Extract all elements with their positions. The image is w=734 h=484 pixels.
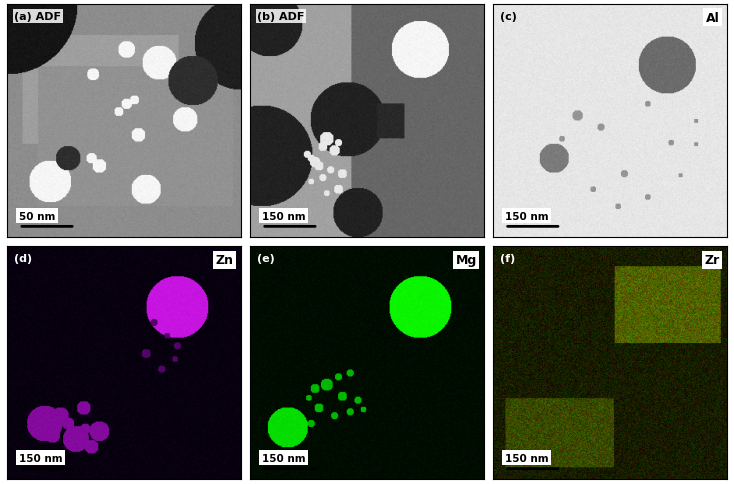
Text: 150 nm: 150 nm: [505, 453, 548, 463]
Text: (a) ADF: (a) ADF: [15, 12, 62, 22]
Text: 50 nm: 50 nm: [19, 211, 55, 221]
Text: (c): (c): [500, 12, 517, 22]
Text: Zn: Zn: [216, 254, 234, 267]
Text: (e): (e): [257, 254, 275, 264]
Text: Mg: Mg: [456, 254, 477, 267]
Text: Al: Al: [706, 12, 719, 25]
Text: 150 nm: 150 nm: [505, 211, 548, 221]
Text: 150 nm: 150 nm: [262, 453, 305, 463]
Text: (b) ADF: (b) ADF: [257, 12, 305, 22]
Text: 150 nm: 150 nm: [262, 211, 305, 221]
Text: Zr: Zr: [705, 254, 719, 267]
Text: (d): (d): [15, 254, 32, 264]
Text: (f): (f): [500, 254, 515, 264]
Text: 150 nm: 150 nm: [19, 453, 62, 463]
